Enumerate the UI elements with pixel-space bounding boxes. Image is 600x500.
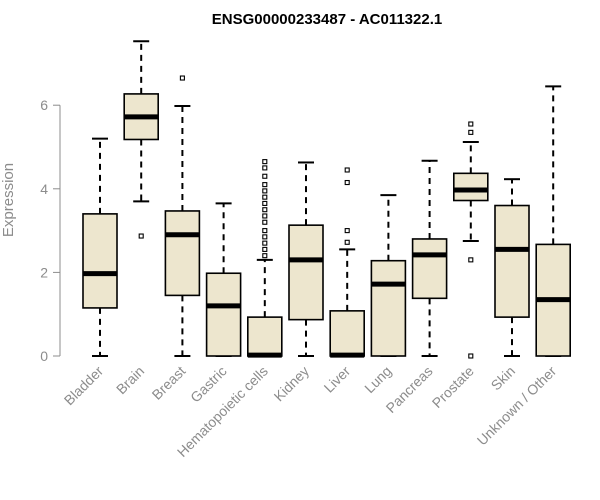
outlier-point [262, 182, 268, 188]
outlier-point [262, 219, 268, 225]
box-iqr [82, 213, 118, 309]
box-iqr [411, 238, 448, 300]
x-tick-label: Kidney [271, 363, 313, 405]
box-7 [370, 194, 407, 357]
outlier-point [179, 75, 185, 81]
box-2 [164, 75, 201, 357]
y-tick-label: 4 [40, 181, 48, 197]
x-tick-label: Bladder [61, 363, 107, 409]
outlier-point [262, 188, 268, 194]
box-iqr [288, 224, 324, 321]
x-tick-label: Brain [113, 363, 147, 397]
outlier-point [468, 257, 474, 263]
box-iqr [205, 272, 242, 357]
y-tick-label: 6 [40, 97, 48, 113]
box-iqr [452, 172, 489, 202]
x-tick-label: Liver [321, 363, 354, 396]
box-0 [82, 137, 118, 357]
outlier-point [262, 173, 268, 179]
y-tick-label: 2 [40, 264, 48, 280]
outlier-point [262, 213, 268, 219]
box-6 [329, 167, 366, 358]
outlier-point [262, 246, 268, 252]
outlier-point [262, 234, 268, 240]
outlier-point [262, 228, 268, 234]
outlier-point [262, 165, 268, 171]
outlier-point [262, 159, 268, 165]
y-tick-label: 0 [40, 348, 48, 364]
outlier-point [138, 233, 144, 239]
box-11 [535, 85, 572, 357]
chart-title: ENSG00000233487 - AC011322.1 [212, 11, 442, 28]
outlier-point [262, 253, 268, 259]
outlier-point [468, 121, 474, 127]
y-axis-label: Expression [0, 163, 17, 237]
box-9 [452, 121, 489, 359]
outlier-point [262, 200, 268, 206]
outlier-point [344, 239, 350, 245]
x-tick-label: Prostate [429, 363, 477, 411]
box-iqr [329, 310, 366, 357]
box-iqr [494, 204, 530, 318]
box-iqr [164, 210, 201, 297]
outlier-point [468, 129, 474, 135]
box-10 [494, 178, 530, 357]
outlier-point [344, 228, 350, 234]
y-axis: 0 2 4 6 [40, 97, 61, 364]
outlier-point [344, 179, 350, 186]
x-tick-label: Breast [149, 363, 189, 403]
box-8 [411, 159, 448, 357]
box-iqr [247, 316, 283, 357]
box-4 [247, 159, 283, 358]
outlier-point [262, 207, 268, 213]
box-iqr [370, 259, 407, 357]
x-tick-label: Lung [361, 363, 394, 396]
outlier-point [262, 240, 268, 246]
box-3 [205, 202, 242, 357]
outlier-point [344, 167, 350, 173]
boxes-group [82, 40, 572, 359]
outlier-point [262, 194, 268, 200]
x-tick-label: Skin [488, 363, 519, 394]
outlier-point [468, 353, 474, 359]
box-5 [288, 161, 324, 357]
box-1 [123, 40, 159, 239]
